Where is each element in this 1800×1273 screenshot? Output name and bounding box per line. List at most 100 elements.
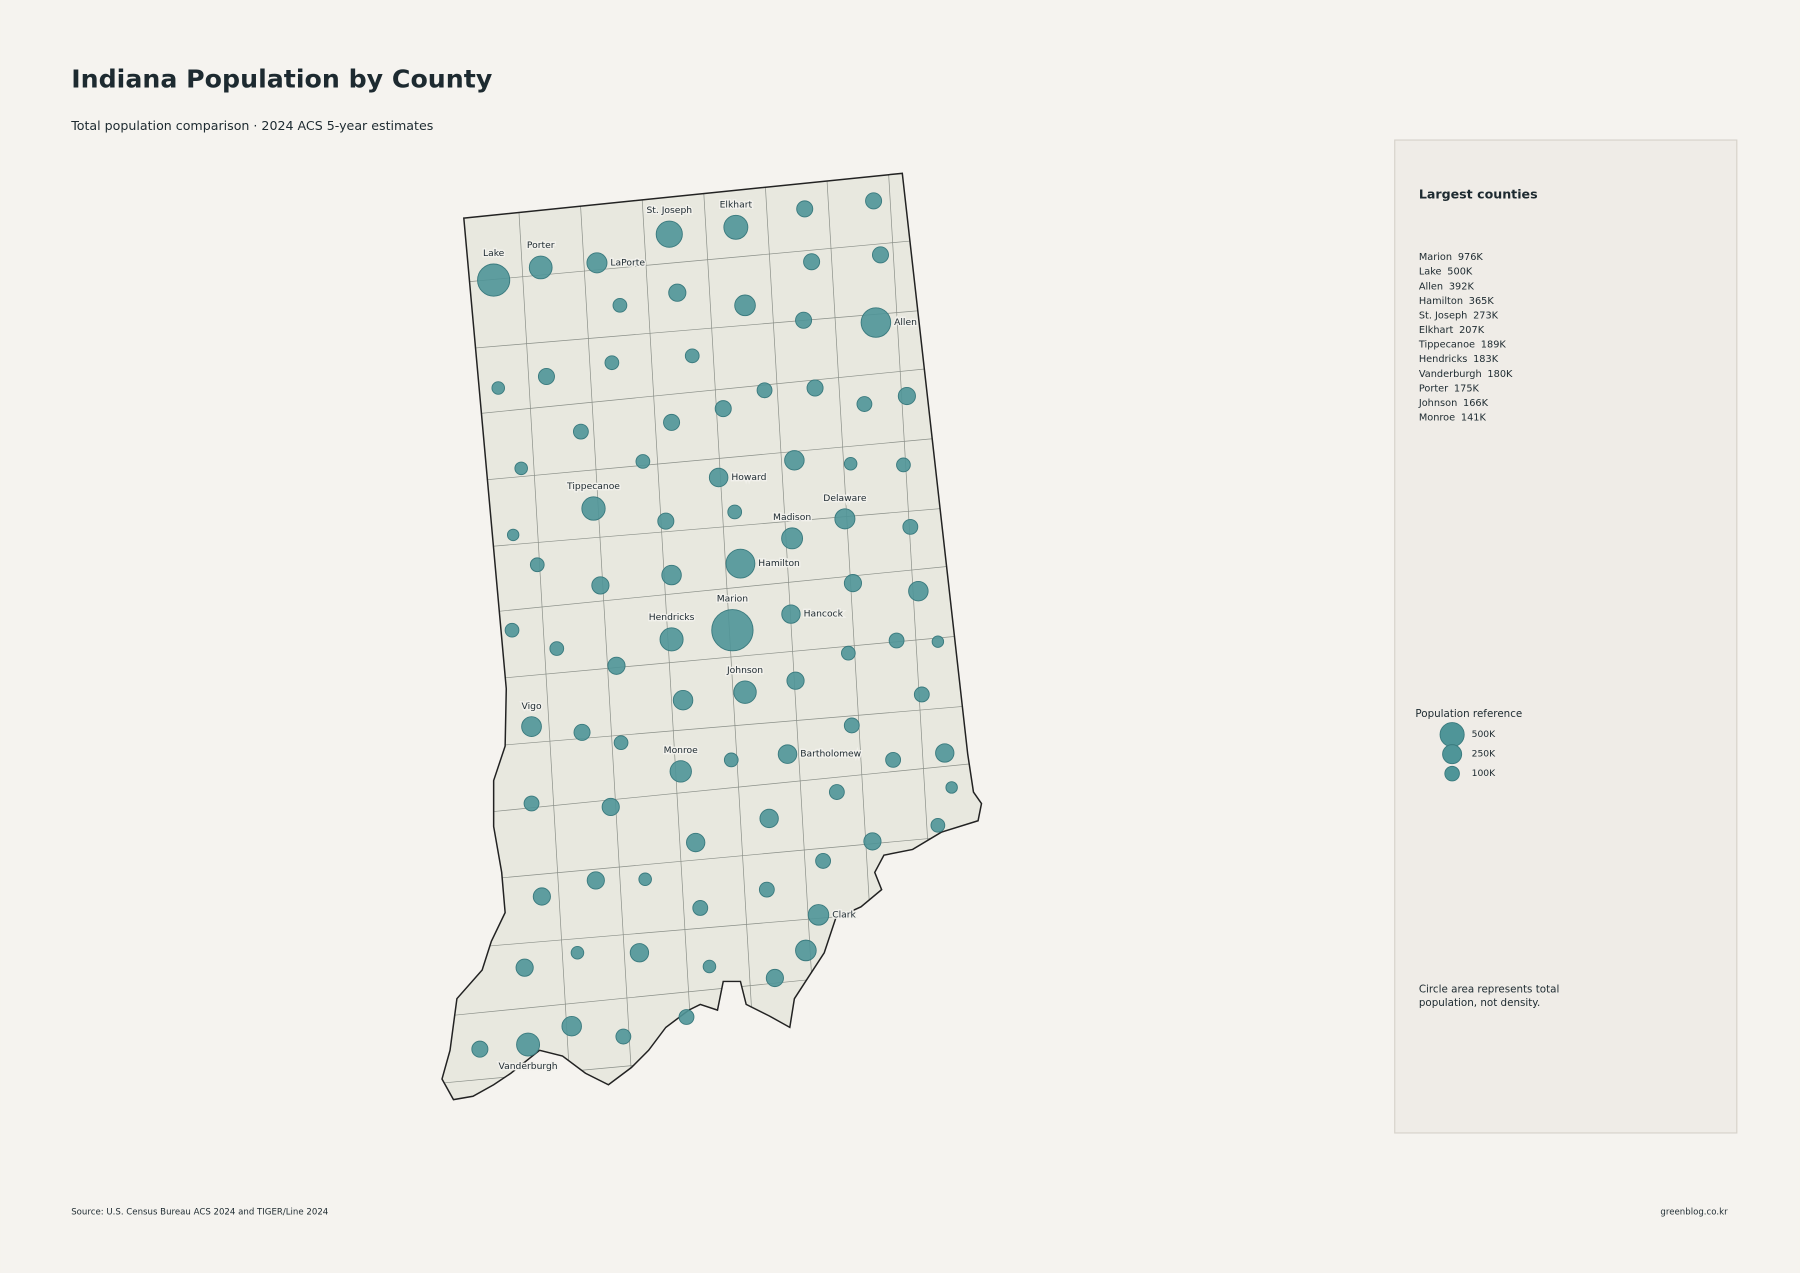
legend-label: 100K bbox=[1472, 768, 1497, 779]
county-circle bbox=[758, 881, 775, 898]
county-circle bbox=[888, 632, 905, 649]
county-name: Porter bbox=[1419, 383, 1449, 394]
county-border bbox=[441, 630, 982, 685]
county-name: Marion bbox=[1419, 252, 1452, 263]
county-circle bbox=[795, 939, 817, 962]
county-label: Hancock bbox=[804, 609, 844, 620]
county-circle bbox=[615, 1028, 632, 1045]
county-circle bbox=[635, 454, 651, 469]
county-label: Monroe bbox=[664, 745, 699, 756]
county-circle bbox=[570, 945, 585, 960]
county-circle bbox=[515, 958, 534, 977]
county-circle bbox=[803, 253, 821, 271]
ranking-item: Lake 500K bbox=[1419, 267, 1473, 278]
county-circle bbox=[629, 943, 650, 963]
county-name: Tippecanoe bbox=[1418, 340, 1475, 351]
county-border bbox=[441, 360, 982, 419]
county-circle bbox=[504, 622, 520, 638]
county-circle bbox=[796, 200, 814, 218]
county-circle bbox=[561, 1015, 582, 1037]
county-circle bbox=[668, 283, 687, 302]
county-name: Vanderburgh bbox=[1419, 369, 1482, 380]
county-value: 141K bbox=[1461, 412, 1487, 423]
county-circle bbox=[765, 968, 784, 988]
ranking-item: Marion 976K bbox=[1419, 252, 1484, 263]
county-circle bbox=[908, 580, 929, 602]
county-name: Elkhart bbox=[1419, 325, 1454, 336]
county-circle bbox=[756, 382, 773, 399]
county-value: 183K bbox=[1473, 354, 1499, 365]
ranking-item: Vanderburgh 180K bbox=[1419, 369, 1513, 380]
county-label: Marion bbox=[717, 594, 748, 605]
county-circle bbox=[807, 904, 830, 926]
county-circle bbox=[784, 450, 805, 471]
county-label: LaPorte bbox=[610, 257, 645, 268]
legend-title: Population reference bbox=[1415, 708, 1522, 720]
county-circle bbox=[843, 717, 860, 734]
county-circle bbox=[516, 1032, 541, 1057]
county-circle bbox=[521, 716, 542, 737]
county-circle bbox=[945, 781, 958, 794]
county-circle bbox=[871, 246, 889, 264]
county-label: Lake bbox=[483, 248, 505, 259]
county-circle bbox=[491, 381, 505, 395]
county-circle bbox=[523, 795, 540, 812]
county-circle bbox=[902, 518, 919, 535]
county-name: Johnson bbox=[1418, 398, 1457, 409]
county-circle bbox=[723, 214, 749, 240]
county-circle bbox=[863, 832, 882, 851]
note-line: population, not density. bbox=[1419, 997, 1540, 1009]
county-circle bbox=[604, 355, 620, 371]
county-circle bbox=[477, 263, 511, 297]
county-circle bbox=[815, 852, 832, 869]
county-circle bbox=[655, 220, 683, 248]
county-border bbox=[441, 702, 982, 752]
county-circle bbox=[711, 609, 754, 652]
county-border bbox=[441, 559, 982, 618]
county-circle bbox=[549, 641, 565, 656]
county-circle bbox=[727, 504, 743, 520]
county-circle bbox=[638, 872, 652, 887]
ranking-item: Johnson 166K bbox=[1418, 398, 1489, 409]
county-circle bbox=[532, 887, 551, 906]
title: Indiana Population by County bbox=[71, 64, 492, 93]
county-circle bbox=[612, 297, 628, 313]
county-circle bbox=[931, 635, 945, 648]
county-name: Hamilton bbox=[1419, 296, 1463, 307]
county-value: 180K bbox=[1487, 369, 1513, 380]
county-circle bbox=[708, 467, 729, 488]
subtitle: Total population comparison · 2024 ACS 5… bbox=[70, 118, 433, 133]
sidebar-panel bbox=[1394, 139, 1738, 1134]
county-circle bbox=[860, 307, 892, 338]
county-label: Allen bbox=[894, 317, 917, 328]
county-circle bbox=[777, 744, 798, 764]
county-value: 175K bbox=[1454, 383, 1480, 394]
county-circle bbox=[856, 396, 873, 412]
county-label: Howard bbox=[731, 472, 766, 483]
county-circle bbox=[663, 413, 681, 431]
county-circle bbox=[529, 557, 545, 573]
county-circle bbox=[828, 784, 845, 800]
county-circle bbox=[840, 645, 856, 661]
legend-label: 250K bbox=[1472, 749, 1497, 760]
county-circle bbox=[528, 255, 553, 280]
ranking-item: Hamilton 365K bbox=[1419, 296, 1495, 307]
county-name: Lake bbox=[1419, 267, 1442, 278]
county-name: Hendricks bbox=[1419, 354, 1468, 365]
county-border bbox=[441, 302, 982, 352]
county-label: Hamilton bbox=[758, 558, 800, 569]
county-border bbox=[516, 173, 573, 1100]
legend-circle bbox=[1439, 722, 1465, 748]
county-label: Clark bbox=[832, 909, 856, 920]
county-circle bbox=[669, 760, 692, 783]
legend-circle bbox=[1444, 765, 1460, 782]
sidebar-heading: Largest counties bbox=[1419, 187, 1538, 202]
county-value: 365K bbox=[1469, 296, 1495, 307]
county-value: 207K bbox=[1459, 325, 1485, 336]
county-circle bbox=[572, 423, 589, 440]
county-circle bbox=[935, 743, 955, 763]
county-circle bbox=[672, 689, 694, 711]
county-value: 500K bbox=[1447, 267, 1473, 278]
county-circle bbox=[865, 192, 883, 210]
